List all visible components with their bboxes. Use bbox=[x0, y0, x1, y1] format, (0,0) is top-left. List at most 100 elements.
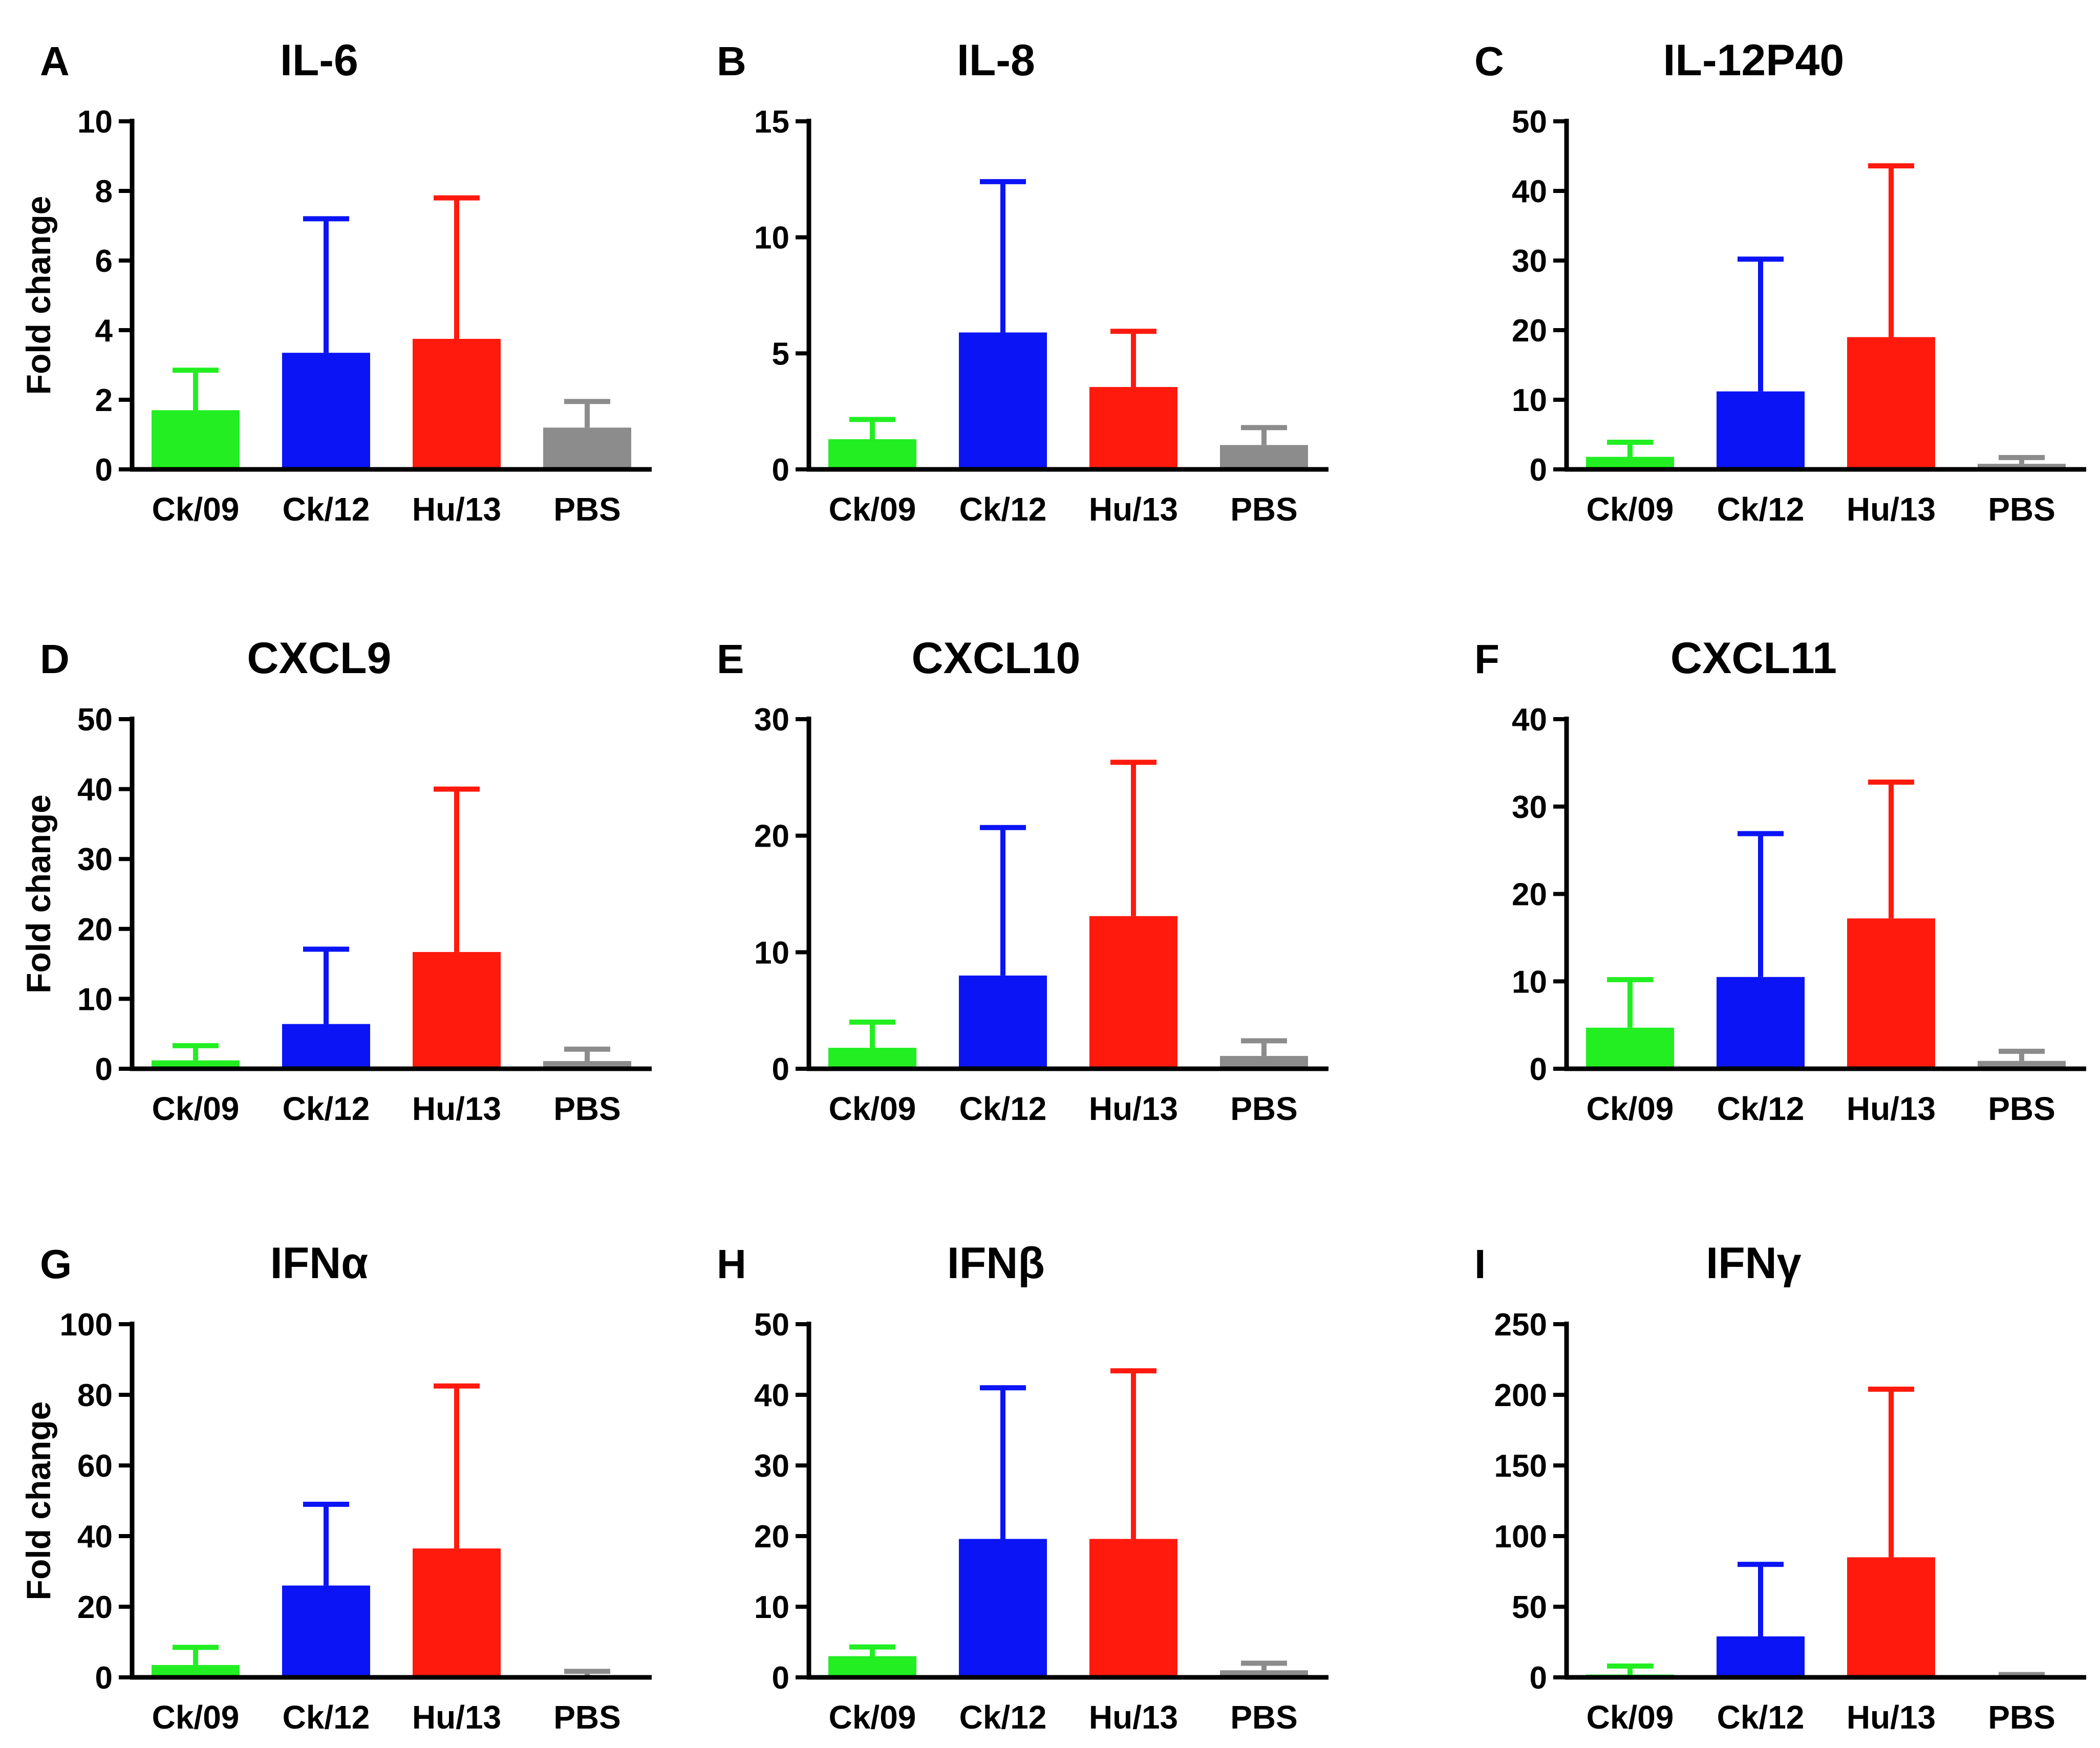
bar bbox=[543, 427, 631, 469]
bar bbox=[828, 1048, 916, 1069]
y-tick-label: 0 bbox=[772, 1052, 789, 1087]
bar bbox=[413, 1548, 501, 1677]
x-tick-label: Ck/12 bbox=[959, 491, 1047, 528]
panel-title: IFNγ bbox=[1706, 1239, 1802, 1288]
x-tick-label: PBS bbox=[1988, 1090, 2055, 1127]
x-tick-label: Ck/09 bbox=[829, 491, 916, 528]
panel-title: IFNα bbox=[270, 1239, 368, 1288]
bar bbox=[282, 353, 370, 469]
x-tick-label: Ck/12 bbox=[283, 491, 370, 528]
y-tick-label: 30 bbox=[1512, 790, 1547, 825]
x-tick-label: Ck/09 bbox=[152, 1699, 240, 1736]
panel-title: CXCL9 bbox=[247, 634, 391, 683]
y-tick-label: 10 bbox=[754, 1590, 789, 1625]
x-tick-label: Hu/13 bbox=[412, 1090, 501, 1127]
y-tick-label: 150 bbox=[1494, 1449, 1547, 1484]
x-tick-label: Ck/09 bbox=[152, 491, 240, 528]
bar bbox=[828, 1656, 916, 1677]
panel-letter: E bbox=[717, 636, 744, 682]
bar bbox=[1089, 916, 1177, 1069]
bar bbox=[413, 339, 501, 469]
y-tick-label: 10 bbox=[77, 982, 113, 1017]
x-tick-label: Ck/12 bbox=[959, 1090, 1047, 1127]
y-tick-label: 80 bbox=[77, 1378, 113, 1413]
y-axis-label: Fold change bbox=[19, 196, 57, 395]
panel-c: C IL-12P40 Ck/09 Ck/12 Hu/13 PBS 0 10 20 30 40 50 bbox=[1474, 36, 2086, 528]
x-tick-label: Ck/12 bbox=[283, 1699, 370, 1736]
panel-letter: H bbox=[717, 1241, 746, 1287]
y-tick-label: 20 bbox=[77, 912, 113, 947]
x-tick-label: Hu/13 bbox=[1847, 1699, 1936, 1736]
y-tick-label: 0 bbox=[1530, 1052, 1547, 1087]
x-tick-label: Hu/13 bbox=[1089, 1090, 1178, 1127]
x-tick-label: Hu/13 bbox=[1089, 1699, 1178, 1736]
x-tick-label: Ck/12 bbox=[959, 1699, 1047, 1736]
y-tick-label: 2 bbox=[95, 383, 113, 418]
panel-d: D CXCL9 Ck/09 Ck/12 Hu/13 PBS 0 10 20 30 40 50 Fold … bbox=[19, 634, 652, 1127]
panel-title: IL-8 bbox=[957, 36, 1035, 85]
bar bbox=[413, 952, 501, 1069]
y-tick-label: 30 bbox=[77, 842, 113, 877]
bar bbox=[828, 439, 916, 469]
y-tick-label: 100 bbox=[60, 1307, 113, 1343]
y-tick-label: 40 bbox=[1512, 174, 1547, 209]
y-tick-label: 250 bbox=[1494, 1307, 1547, 1343]
bar bbox=[1847, 337, 1935, 469]
y-axis-label: Fold change bbox=[19, 1401, 57, 1601]
x-tick-label: Hu/13 bbox=[1847, 1090, 1936, 1127]
x-tick-label: PBS bbox=[1230, 1090, 1298, 1127]
panel-letter: B bbox=[717, 38, 746, 84]
x-tick-label: Ck/12 bbox=[1717, 491, 1805, 528]
bar bbox=[1717, 1636, 1805, 1677]
y-tick-label: 50 bbox=[77, 702, 113, 738]
x-tick-label: PBS bbox=[553, 491, 621, 528]
y-tick-label: 10 bbox=[1512, 964, 1547, 1000]
y-tick-label: 40 bbox=[77, 772, 113, 808]
y-tick-label: 0 bbox=[95, 1660, 113, 1696]
y-tick-label: 50 bbox=[1512, 1590, 1547, 1625]
y-tick-label: 20 bbox=[754, 1519, 789, 1555]
y-tick-label: 0 bbox=[1530, 452, 1547, 488]
panel-letter: A bbox=[40, 38, 70, 84]
bar bbox=[1089, 1539, 1177, 1677]
y-tick-label: 40 bbox=[754, 1378, 789, 1413]
x-tick-label: Ck/12 bbox=[1717, 1090, 1805, 1127]
panel-title: CXCL10 bbox=[912, 634, 1081, 683]
bar bbox=[1847, 1557, 1935, 1677]
x-tick-label: Hu/13 bbox=[412, 1699, 501, 1736]
y-tick-label: 100 bbox=[1494, 1519, 1547, 1555]
panel-letter: F bbox=[1474, 636, 1499, 682]
y-tick-label: 10 bbox=[754, 935, 789, 970]
y-tick-label: 60 bbox=[77, 1449, 113, 1484]
y-axis-label: Fold change bbox=[19, 794, 57, 994]
x-tick-label: PBS bbox=[1230, 491, 1298, 528]
x-tick-label: Ck/09 bbox=[1587, 1699, 1674, 1736]
x-tick-label: PBS bbox=[1988, 1699, 2055, 1736]
panel-title: CXCL11 bbox=[1670, 634, 1837, 683]
x-tick-label: Ck/12 bbox=[283, 1090, 370, 1127]
y-tick-label: 10 bbox=[754, 221, 789, 256]
y-tick-label: 4 bbox=[95, 313, 113, 349]
panel-h: H IFNβ Ck/09 Ck/12 Hu/13 PBS 0 10 20 30 40 50 bbox=[717, 1239, 1328, 1736]
bar bbox=[1220, 445, 1308, 469]
y-tick-label: 5 bbox=[772, 336, 789, 372]
panel-a: A IL-6 Ck/09 Ck/12 Hu/13 PBS 0 2 4 6 8 10 Fold chang… bbox=[19, 36, 652, 528]
x-tick-label: PBS bbox=[1988, 491, 2055, 528]
panel-letter: I bbox=[1474, 1241, 1486, 1287]
y-tick-label: 20 bbox=[1512, 877, 1547, 913]
y-tick-label: 30 bbox=[1512, 244, 1547, 279]
y-tick-label: 40 bbox=[1512, 702, 1547, 738]
x-tick-label: Hu/13 bbox=[1089, 491, 1178, 528]
x-tick-label: Ck/09 bbox=[829, 1699, 916, 1736]
y-tick-label: 50 bbox=[754, 1307, 789, 1343]
x-tick-label: Ck/09 bbox=[829, 1090, 916, 1127]
panel-letter: C bbox=[1474, 38, 1504, 84]
bar bbox=[1717, 977, 1805, 1069]
panel-f: F CXCL11 Ck/09 Ck/12 Hu/13 PBS 0 10 20 30 40 bbox=[1474, 634, 2086, 1127]
x-tick-label: PBS bbox=[1230, 1699, 1298, 1736]
bar bbox=[959, 332, 1047, 469]
y-tick-label: 0 bbox=[95, 452, 113, 488]
bar bbox=[1586, 1027, 1674, 1069]
y-tick-label: 10 bbox=[77, 104, 113, 140]
